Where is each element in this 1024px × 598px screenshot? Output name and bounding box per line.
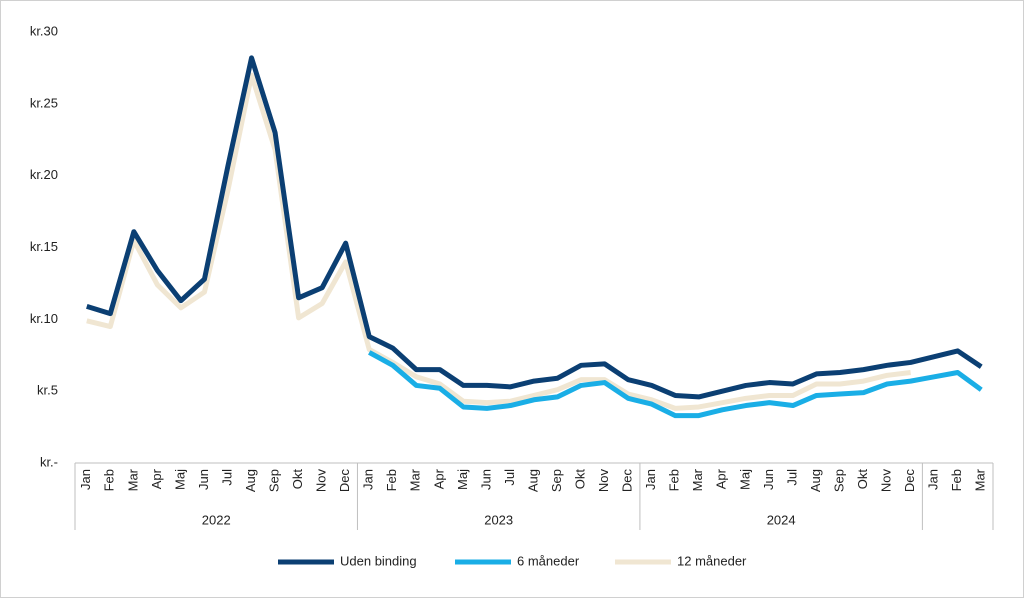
x-tick-label: Feb	[667, 469, 682, 491]
x-tick-label: Maj	[172, 469, 187, 490]
legend-label: Uden binding	[340, 553, 417, 568]
y-tick-label: kr.20	[30, 167, 58, 182]
x-tick-label: Mar	[973, 468, 988, 491]
x-tick-label: Nov	[596, 469, 611, 493]
x-tick-label: Jan	[926, 469, 941, 490]
x-tick-label: Okt	[855, 469, 870, 490]
x-tick-label: Aug	[808, 469, 823, 492]
x-tick-label: Mar	[690, 468, 705, 491]
y-tick-label: kr.5	[37, 383, 58, 398]
x-tick-label: Nov	[879, 469, 894, 493]
x-group-label: 2024	[767, 512, 796, 527]
x-tick-label: Aug	[243, 469, 258, 492]
series-line	[86, 72, 911, 411]
x-tick-label: Jan	[643, 469, 658, 490]
x-tick-label: Feb	[102, 469, 117, 491]
y-tick-label: kr.30	[30, 23, 58, 38]
x-tick-label: Apr	[431, 468, 446, 489]
x-tick-label: Aug	[525, 469, 540, 492]
x-tick-label: Jun	[196, 469, 211, 490]
x-group-label: 2023	[484, 512, 513, 527]
x-group-label: 2022	[202, 512, 231, 527]
x-tick-label: Jul	[219, 469, 234, 486]
x-tick-label: Nov	[314, 469, 329, 493]
x-tick-label: Dec	[902, 469, 917, 493]
x-tick-label: Maj	[455, 469, 470, 490]
x-tick-label: Okt	[290, 469, 305, 490]
x-tick-label: Jan	[361, 469, 376, 490]
legend-label: 6 måneder	[517, 553, 580, 568]
x-tick-label: Dec	[337, 469, 352, 493]
x-tick-label: Jul	[784, 469, 799, 486]
x-tick-label: Mar	[408, 468, 423, 491]
x-tick-label: Sep	[267, 469, 282, 492]
legend-label: 12 måneder	[677, 553, 747, 568]
series-line	[86, 55, 983, 400]
y-tick-label: kr.10	[30, 311, 58, 326]
x-tick-label: Jul	[502, 469, 517, 486]
x-tick-label: Apr	[714, 468, 729, 489]
x-tick-label: Mar	[125, 468, 140, 491]
x-tick-label: Sep	[549, 469, 564, 492]
x-tick-label: Jun	[478, 469, 493, 490]
y-tick-label: kr.25	[30, 95, 58, 110]
x-tick-label: Okt	[573, 469, 588, 490]
x-tick-label: Feb	[949, 469, 964, 491]
x-tick-label: Jun	[761, 469, 776, 490]
x-tick-label: Dec	[620, 469, 635, 493]
x-tick-label: Jan	[78, 469, 93, 490]
series-line	[368, 350, 983, 419]
y-tick-label: kr.15	[30, 239, 58, 254]
x-tick-label: Maj	[737, 469, 752, 490]
x-tick-label: Sep	[831, 469, 846, 492]
y-tick-label: kr.-	[40, 454, 58, 469]
x-tick-label: Apr	[149, 468, 164, 489]
x-tick-label: Feb	[384, 469, 399, 491]
